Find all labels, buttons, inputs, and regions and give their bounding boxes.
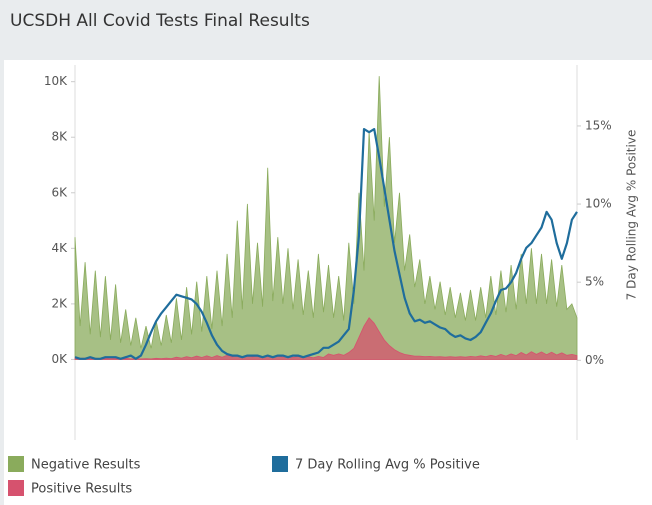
area xyxy=(74,317,578,360)
legend-swatch xyxy=(272,456,288,472)
chart-title: UCSDH All Covid Tests Final Results xyxy=(10,11,310,31)
legend-swatch xyxy=(8,456,24,472)
y-tick-label: 4K xyxy=(51,241,68,255)
line xyxy=(74,128,578,360)
y-tick-label: 6K xyxy=(51,185,68,199)
y-tick-label: 0K xyxy=(51,352,68,366)
y2-tick-label: 5% xyxy=(585,275,604,289)
y2-tick-label: 15% xyxy=(585,118,612,132)
left-border xyxy=(0,60,4,505)
legend-label: Positive Results xyxy=(31,482,132,497)
y2-tick-label: 10% xyxy=(585,197,612,211)
y2-axis-label: 7 Day Rolling Avg % Positive xyxy=(625,130,639,301)
y-tick-label: 2K xyxy=(51,296,68,310)
area xyxy=(74,76,578,360)
y2-tick-label: 0% xyxy=(585,353,604,367)
y-tick-label: 10K xyxy=(44,74,68,88)
header-band xyxy=(0,0,652,60)
y-tick-label: 8K xyxy=(51,130,68,144)
legend-label: Negative Results xyxy=(31,458,141,473)
legend-label: 7 Day Rolling Avg % Positive xyxy=(295,458,480,473)
legend-swatch xyxy=(8,480,24,496)
